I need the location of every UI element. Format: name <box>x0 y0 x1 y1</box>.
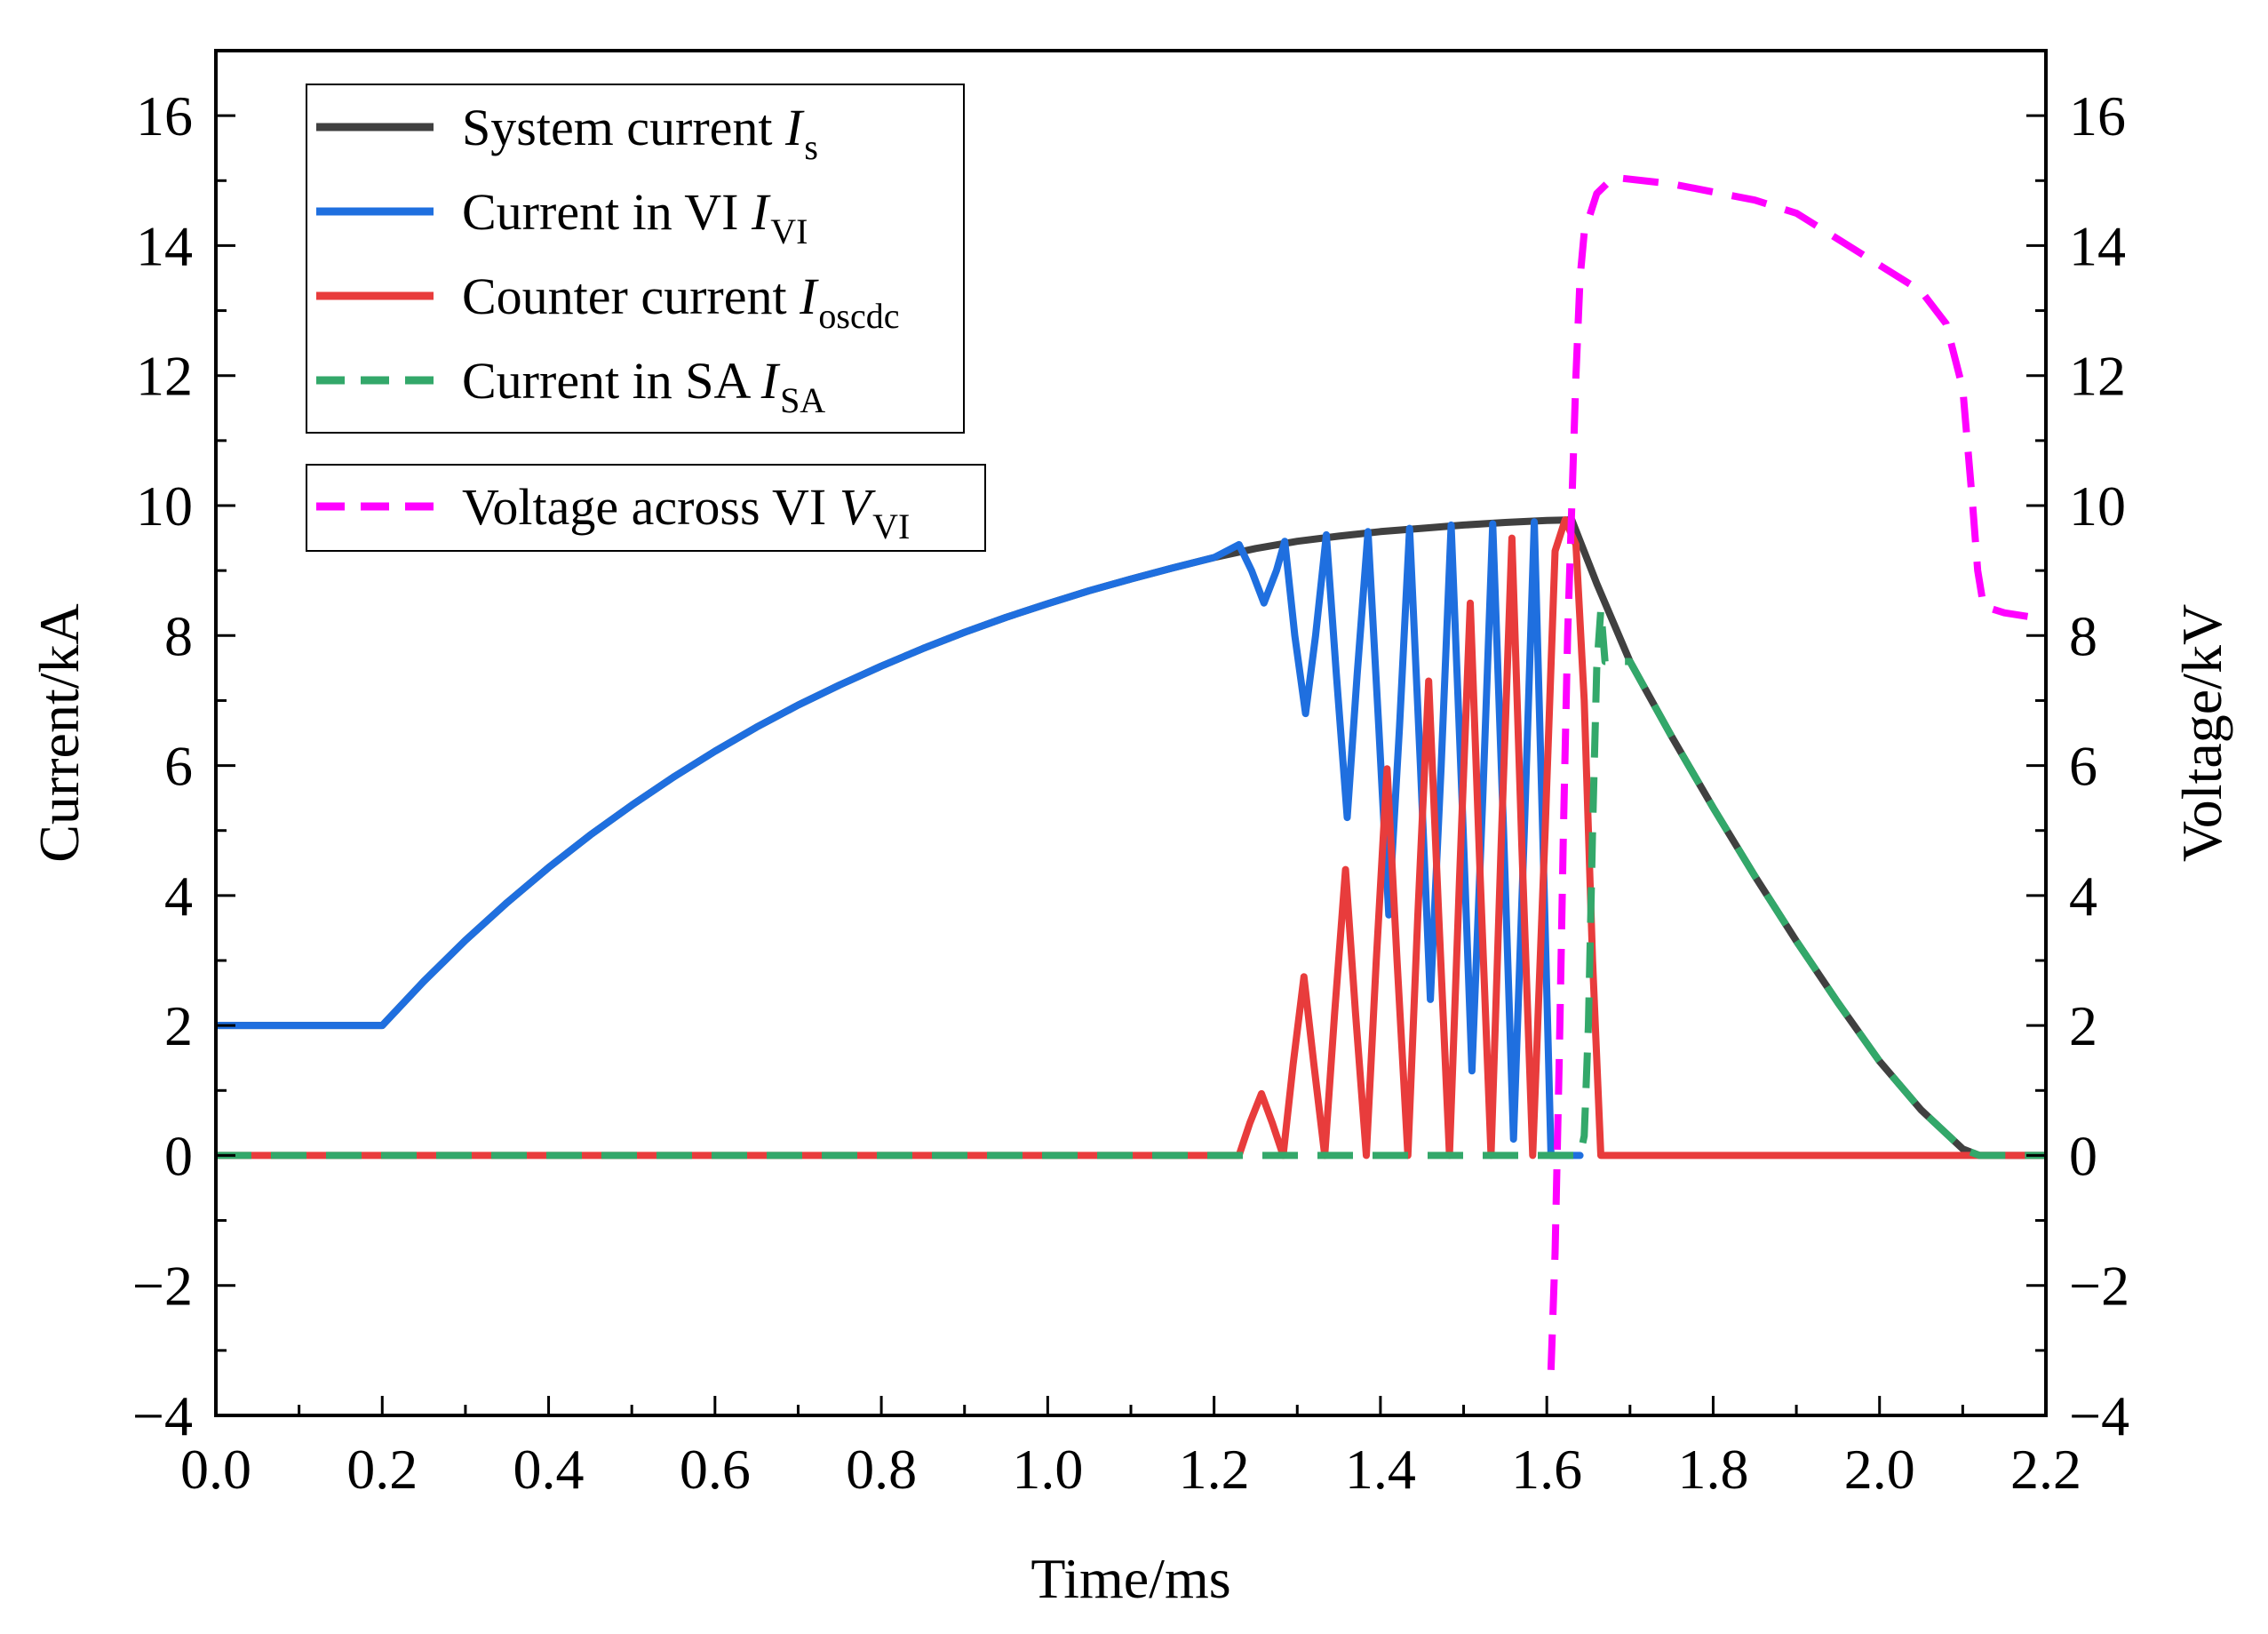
y-right-tick-label: 10 <box>2069 474 2126 538</box>
legend-label-variable: I <box>760 352 781 410</box>
y-axis-title-right: Voltage/kV <box>2170 604 2233 862</box>
y-left-tick-label: 8 <box>164 604 193 667</box>
x-tick-label: 2.0 <box>1844 1438 1915 1501</box>
y-left-tick-label: 12 <box>136 345 193 408</box>
legend-label-text: Current in VI <box>462 183 752 241</box>
y-left-tick-label: 4 <box>164 865 193 928</box>
y-axis-title-left: Current/kA <box>28 603 91 863</box>
y-left-tick-label: 6 <box>164 735 193 798</box>
y-right-tick-label: 6 <box>2069 735 2097 798</box>
y-right-tick-label: 2 <box>2069 994 2097 1057</box>
x-tick-label: 1.0 <box>1012 1438 1083 1501</box>
x-axis-title: Time/ms <box>1031 1547 1230 1610</box>
legend-label-variable: I <box>799 267 819 325</box>
legend-label-subscript: s <box>804 127 818 167</box>
x-tick-label: 0.2 <box>346 1438 418 1501</box>
legend-label-is: System current Is <box>462 99 818 167</box>
legend-label-text: Counter current <box>462 267 800 325</box>
x-tick-label: 0.4 <box>513 1438 585 1501</box>
x-tick-label: 1.8 <box>1677 1438 1748 1501</box>
legend-label-text: System current <box>462 99 785 156</box>
legend-label-variable: I <box>751 183 771 241</box>
series-line-isa <box>216 606 2046 1160</box>
legend-label-subscript: VI <box>770 211 808 251</box>
legend-label-text: Voltage across VI <box>462 478 840 536</box>
legend-voltage: Voltage across VI VVI <box>306 464 986 552</box>
y-left-tick-label: 0 <box>164 1124 193 1187</box>
x-tick-label: 1.2 <box>1179 1438 1250 1501</box>
legend-label-variable: I <box>784 99 805 156</box>
y-left-tick-label: 16 <box>136 84 193 147</box>
x-tick-label: 1.6 <box>1511 1438 1582 1501</box>
legend-label-subscript: oscdc <box>818 296 899 336</box>
x-tick-label: 0.0 <box>180 1438 251 1501</box>
y-right-tick-label: 16 <box>2069 84 2126 147</box>
y-right-tick-label: 12 <box>2069 345 2126 408</box>
legend-label-variable: V <box>840 478 877 536</box>
y-left-tick-label: 14 <box>136 214 193 277</box>
y-left-tick-label: −4 <box>132 1384 193 1447</box>
y-left-tick-label: 2 <box>164 994 193 1057</box>
y-right-tick-label: 14 <box>2069 214 2126 277</box>
x-tick-label: 0.6 <box>680 1438 751 1501</box>
x-tick-label: 2.2 <box>2010 1438 2081 1501</box>
legend-label-text: Current in SA <box>462 352 761 410</box>
y-left-tick-label: 10 <box>136 474 193 538</box>
y-right-tick-label: 8 <box>2069 604 2097 667</box>
x-tick-label: 1.4 <box>1345 1438 1416 1501</box>
y-right-tick-label: 4 <box>2069 865 2097 928</box>
ticks-layer: 0.0 0.2 0.4 0.6 0.8 1.0 1.2 1.4 1.6 1.8 2.0 2.2−4 −4… <box>132 84 2129 1501</box>
y-right-tick-label: −2 <box>2069 1255 2129 1318</box>
x-tick-label: 0.8 <box>846 1438 917 1501</box>
y-left-tick-label: −2 <box>132 1255 193 1318</box>
series-line-is <box>216 516 2046 1160</box>
legend-label-vvi: Voltage across VI VVI <box>462 478 910 546</box>
series-line-ivi <box>216 518 1584 1160</box>
legend-label-subscript: SA <box>780 380 825 420</box>
legend-label-subscript: VI <box>872 506 910 546</box>
y-right-tick-label: −4 <box>2069 1384 2129 1447</box>
legend-box <box>306 84 965 434</box>
y-right-tick-label: 0 <box>2069 1124 2097 1187</box>
legend-label-isa: Current in SA ISA <box>462 352 825 420</box>
series-line-iosc <box>216 516 2046 1160</box>
legend-label-iosc: Counter current Ioscdc <box>462 267 900 336</box>
legend-label-ivi: Current in VI IVI <box>462 183 808 251</box>
series-line-vvi <box>1547 173 2046 1370</box>
series-layer <box>216 173 2046 1370</box>
